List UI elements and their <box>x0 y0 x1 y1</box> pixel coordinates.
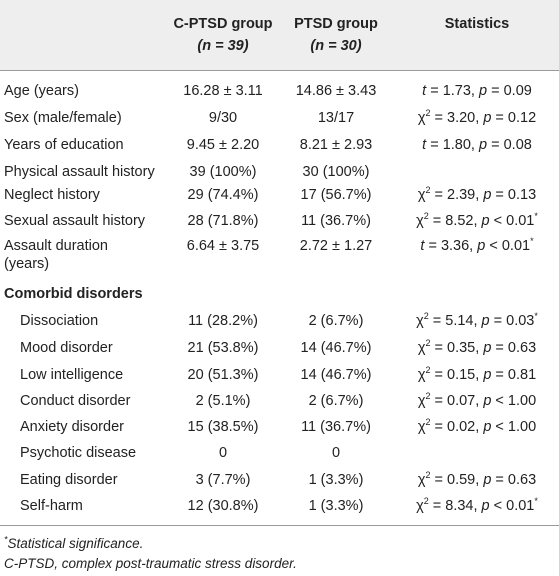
stat-variable: t <box>422 137 427 153</box>
bottom-rule <box>0 525 559 526</box>
stat-variable: χ <box>416 498 424 514</box>
cptsd-value: 21 (53.8%) <box>187 340 259 356</box>
statistic-value: χ2 = 8.52, p < 0.01* <box>416 211 538 229</box>
stat-variable: χ <box>417 187 426 203</box>
ptsd-value: 11 (36.7%) <box>301 213 371 229</box>
statistic-value: t = 1.73, p = 0.09 <box>422 83 532 99</box>
header-cptsd: C-PTSD group (n = 39) <box>160 13 286 57</box>
cptsd-value: 28 (71.8%) <box>187 213 259 229</box>
header-cptsd-n: (n = 39) <box>197 38 249 54</box>
stat-variable: χ <box>417 472 426 488</box>
statistic-value: χ2 = 0.02, p < 1.00 <box>417 417 537 435</box>
statistic-value: t = 3.36, p < 0.01* <box>420 236 534 254</box>
header-ptsd-title: PTSD group <box>294 16 378 32</box>
ptsd-value: 14 (46.7%) <box>300 367 372 383</box>
ptsd-value: 2.72 ± 1.27 <box>299 238 373 254</box>
ptsd-value: 2 (6.7%) <box>308 393 364 409</box>
header-cptsd-title: C-PTSD group <box>173 16 273 32</box>
row-label-cont: (years) <box>4 256 50 272</box>
statistic-value: χ2 = 0.07, p < 1.00 <box>417 391 537 409</box>
statistic-value: χ2 = 0.15, p = 0.81 <box>417 365 537 383</box>
ptsd-value: 8.21 ± 2.93 <box>299 137 373 153</box>
ptsd-value: 1 (3.3%) <box>308 472 364 488</box>
ptsd-value: 2 (6.7%) <box>308 313 364 329</box>
header-statistics: Statistics <box>395 13 559 35</box>
row-label: Psychotic disease <box>20 445 137 461</box>
header-rule <box>0 70 559 71</box>
row-label: Conduct disorder <box>20 393 131 409</box>
header-ptsd-n: (n = 30) <box>310 38 362 54</box>
cptsd-value: 20 (51.3%) <box>187 367 259 383</box>
row-label: Age (years) <box>4 83 79 99</box>
ptsd-value: 14 (46.7%) <box>300 340 372 356</box>
stat-variable: t <box>420 238 425 254</box>
stat-variable: χ <box>417 419 426 435</box>
cptsd-value: 12 (30.8%) <box>187 498 259 514</box>
statistic-value: χ2 = 0.59, p = 0.63 <box>417 470 537 488</box>
ptsd-value: 30 (100%) <box>302 164 370 180</box>
stat-variable: χ <box>417 393 426 409</box>
ptsd-value: 17 (56.7%) <box>300 187 372 203</box>
stat-variable: χ <box>417 367 426 383</box>
row-label: Eating disorder <box>20 472 118 488</box>
footnote-significance: *Statistical significance. <box>4 534 144 551</box>
cptsd-value: 16.28 ± 3.11 <box>183 83 263 99</box>
row-label: Neglect history <box>4 187 100 203</box>
ptsd-value: 0 <box>331 445 341 461</box>
row-label: Physical assault history <box>4 164 155 180</box>
ptsd-value: 14.86 ± 3.43 <box>295 83 377 99</box>
cptsd-value: 0 <box>218 445 228 461</box>
row-label: Dissociation <box>20 313 99 329</box>
cptsd-value: 3 (7.7%) <box>195 472 251 488</box>
cptsd-value: 9/30 <box>208 110 238 126</box>
cptsd-value: 6.64 ± 3.75 <box>186 238 260 254</box>
ptsd-value: 13/17 <box>317 110 355 126</box>
statistic-value: χ2 = 5.14, p = 0.03* <box>416 311 538 329</box>
cptsd-value: 39 (100%) <box>189 164 257 180</box>
statistic-value: χ2 = 2.39, p = 0.13 <box>417 185 537 203</box>
row-label: Mood disorder <box>20 340 113 356</box>
cptsd-value: 2 (5.1%) <box>195 393 251 409</box>
ptsd-value: 1 (3.3%) <box>308 498 364 514</box>
stat-variable: χ <box>416 213 424 229</box>
footnote-abbreviation: C-PTSD, complex post-traumatic stress di… <box>4 556 297 571</box>
ptsd-value: 11 (36.7%) <box>301 419 371 435</box>
section-title: Comorbid disorders <box>4 286 143 302</box>
statistic-value: χ2 = 8.34, p < 0.01* <box>416 496 538 514</box>
header-ptsd: PTSD group (n = 30) <box>283 13 389 57</box>
cptsd-value: 15 (38.5%) <box>187 419 259 435</box>
row-label: Sex (male/female) <box>4 110 122 126</box>
statistic-value: χ2 = 3.20, p = 0.12 <box>417 108 537 126</box>
table-header: C-PTSD group (n = 39) PTSD group (n = 30… <box>0 0 559 70</box>
cptsd-value: 11 (28.2%) <box>188 313 258 329</box>
stat-variable: χ <box>417 110 426 126</box>
header-statistics-title: Statistics <box>444 16 510 32</box>
stat-variable: χ <box>417 340 426 356</box>
row-label: Sexual assault history <box>4 213 146 229</box>
row-label: Self-harm <box>20 498 83 514</box>
row-label: Assault duration <box>4 238 108 254</box>
row-label: Anxiety disorder <box>20 419 124 435</box>
row-label: Years of education <box>4 137 124 153</box>
cptsd-value: 29 (74.4%) <box>187 187 259 203</box>
statistic-value: t = 1.80, p = 0.08 <box>422 137 532 153</box>
stat-variable: t <box>422 83 427 99</box>
cptsd-value: 9.45 ± 2.20 <box>186 137 260 153</box>
stat-variable: χ <box>416 313 424 329</box>
row-label: Low intelligence <box>20 367 124 383</box>
statistic-value: χ2 = 0.35, p = 0.63 <box>417 338 537 356</box>
